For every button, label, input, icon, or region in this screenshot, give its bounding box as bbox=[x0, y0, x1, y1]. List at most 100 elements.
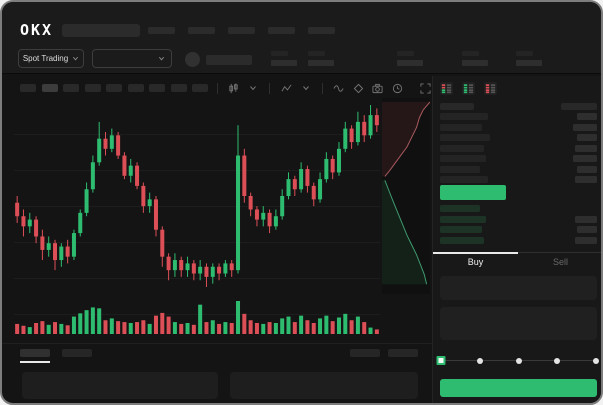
bottom-field-placeholder[interactable] bbox=[230, 372, 418, 399]
header: OKX Spot Trading bbox=[2, 2, 601, 74]
ask-row[interactable] bbox=[440, 144, 597, 152]
chevron-down-icon[interactable] bbox=[299, 82, 313, 95]
slider-stop[interactable] bbox=[515, 357, 522, 364]
volume-chart bbox=[15, 301, 379, 334]
bottom-action-placeholder[interactable] bbox=[350, 349, 380, 357]
amount-placeholder bbox=[573, 123, 597, 131]
slider-handle[interactable] bbox=[436, 356, 446, 365]
stat-label-placeholder bbox=[308, 51, 325, 56]
stat-value-placeholder bbox=[397, 60, 423, 66]
depth-svg bbox=[382, 101, 431, 285]
bottom-tab[interactable] bbox=[62, 349, 92, 357]
fullscreen-icon[interactable] bbox=[418, 82, 432, 95]
amount-placeholder bbox=[577, 165, 597, 173]
price-placeholder bbox=[440, 176, 488, 183]
stat-value-placeholder bbox=[516, 60, 542, 66]
indicators-icon[interactable] bbox=[279, 82, 293, 95]
amount-column-header-placeholder bbox=[561, 103, 597, 110]
bottom-field-placeholder[interactable] bbox=[22, 372, 218, 399]
gridline bbox=[14, 134, 380, 135]
combined-book-icon[interactable] bbox=[440, 82, 453, 95]
ask-row[interactable] bbox=[440, 113, 597, 120]
nav-item-placeholder[interactable] bbox=[308, 27, 335, 34]
last-price-badge[interactable] bbox=[440, 185, 506, 200]
bid-row[interactable] bbox=[440, 226, 597, 233]
timeframe-button[interactable] bbox=[149, 84, 165, 92]
market-type-label: Spot Trading bbox=[22, 54, 69, 63]
chart-settings-icon[interactable] bbox=[391, 82, 405, 95]
gridline bbox=[14, 206, 380, 207]
timeframe-button[interactable] bbox=[41, 84, 58, 92]
candle-style-icon[interactable] bbox=[227, 82, 241, 95]
slider-stop[interactable] bbox=[554, 357, 561, 364]
search-input[interactable] bbox=[62, 24, 140, 37]
gridline bbox=[14, 242, 380, 243]
trade-tabs: Buy Sell bbox=[433, 252, 601, 270]
top-nav bbox=[148, 27, 335, 34]
tab-sell[interactable]: Sell bbox=[552, 256, 568, 267]
draw-tool-icon[interactable] bbox=[351, 82, 365, 95]
chevron-down-icon bbox=[158, 56, 165, 61]
slider-stop[interactable] bbox=[593, 357, 599, 364]
amount-placeholder bbox=[577, 134, 597, 141]
amount-slider[interactable] bbox=[436, 355, 599, 367]
bottom-tab-underline bbox=[20, 361, 50, 363]
amount-placeholder bbox=[577, 113, 597, 120]
price-input[interactable] bbox=[440, 276, 597, 300]
timeframe-buttons bbox=[20, 84, 208, 92]
bid-row[interactable] bbox=[440, 205, 597, 212]
price-placeholder bbox=[440, 123, 482, 131]
stat-placeholder bbox=[308, 51, 334, 66]
bid-row[interactable] bbox=[440, 215, 597, 223]
nav-item-placeholder[interactable] bbox=[148, 27, 175, 34]
asks-only-icon[interactable] bbox=[484, 82, 497, 95]
chevron-down-icon bbox=[73, 56, 79, 61]
orderbook-column-headers bbox=[440, 103, 597, 110]
amount-placeholder bbox=[575, 215, 597, 223]
pair-select[interactable] bbox=[92, 49, 172, 68]
bids-only-icon[interactable] bbox=[462, 82, 475, 95]
price-column-header-placeholder bbox=[440, 103, 474, 110]
market-type-select[interactable]: Spot Trading bbox=[18, 49, 84, 68]
timeframe-button[interactable] bbox=[127, 84, 144, 92]
timeframe-button[interactable] bbox=[170, 84, 187, 92]
section-divider bbox=[2, 343, 432, 344]
stat-placeholder bbox=[271, 51, 297, 66]
price-placeholder bbox=[440, 134, 490, 141]
ask-row[interactable] bbox=[440, 134, 597, 141]
line-tool-icon[interactable] bbox=[332, 82, 346, 95]
slider-stop[interactable] bbox=[476, 357, 483, 364]
gridline bbox=[14, 314, 380, 315]
ask-row[interactable] bbox=[440, 176, 597, 183]
nav-item-placeholder[interactable] bbox=[268, 27, 295, 34]
timeframe-button[interactable] bbox=[106, 84, 122, 92]
screenshot-icon[interactable] bbox=[371, 82, 385, 95]
okx-logo: OKX bbox=[20, 21, 54, 39]
pair-name-placeholder bbox=[206, 55, 252, 65]
ask-row[interactable] bbox=[440, 155, 597, 162]
price-chart[interactable] bbox=[14, 98, 380, 340]
stat-label-placeholder bbox=[397, 51, 414, 56]
tab-buy[interactable]: Buy bbox=[433, 252, 518, 270]
asks-list bbox=[440, 113, 597, 187]
nav-item-placeholder[interactable] bbox=[188, 27, 215, 34]
chevron-down-icon[interactable] bbox=[247, 82, 261, 95]
nav-item-placeholder[interactable] bbox=[228, 27, 255, 34]
timeframe-button[interactable] bbox=[84, 84, 101, 92]
timeframe-button[interactable] bbox=[192, 84, 208, 92]
price-placeholder bbox=[440, 236, 484, 244]
ask-row[interactable] bbox=[440, 165, 597, 173]
bid-row[interactable] bbox=[440, 236, 597, 244]
bottom-action-placeholder[interactable] bbox=[388, 349, 418, 357]
price-placeholder bbox=[440, 144, 484, 152]
timeframe-button[interactable] bbox=[20, 84, 36, 92]
candlestick-chart bbox=[15, 105, 379, 287]
buy-button[interactable] bbox=[440, 379, 597, 397]
amount-input[interactable] bbox=[440, 307, 597, 340]
bottom-tab-active[interactable] bbox=[20, 349, 50, 357]
toolbar-divider bbox=[321, 82, 323, 94]
stat-placeholder bbox=[516, 51, 542, 66]
timeframe-button[interactable] bbox=[63, 84, 79, 92]
ask-row[interactable] bbox=[440, 123, 597, 131]
